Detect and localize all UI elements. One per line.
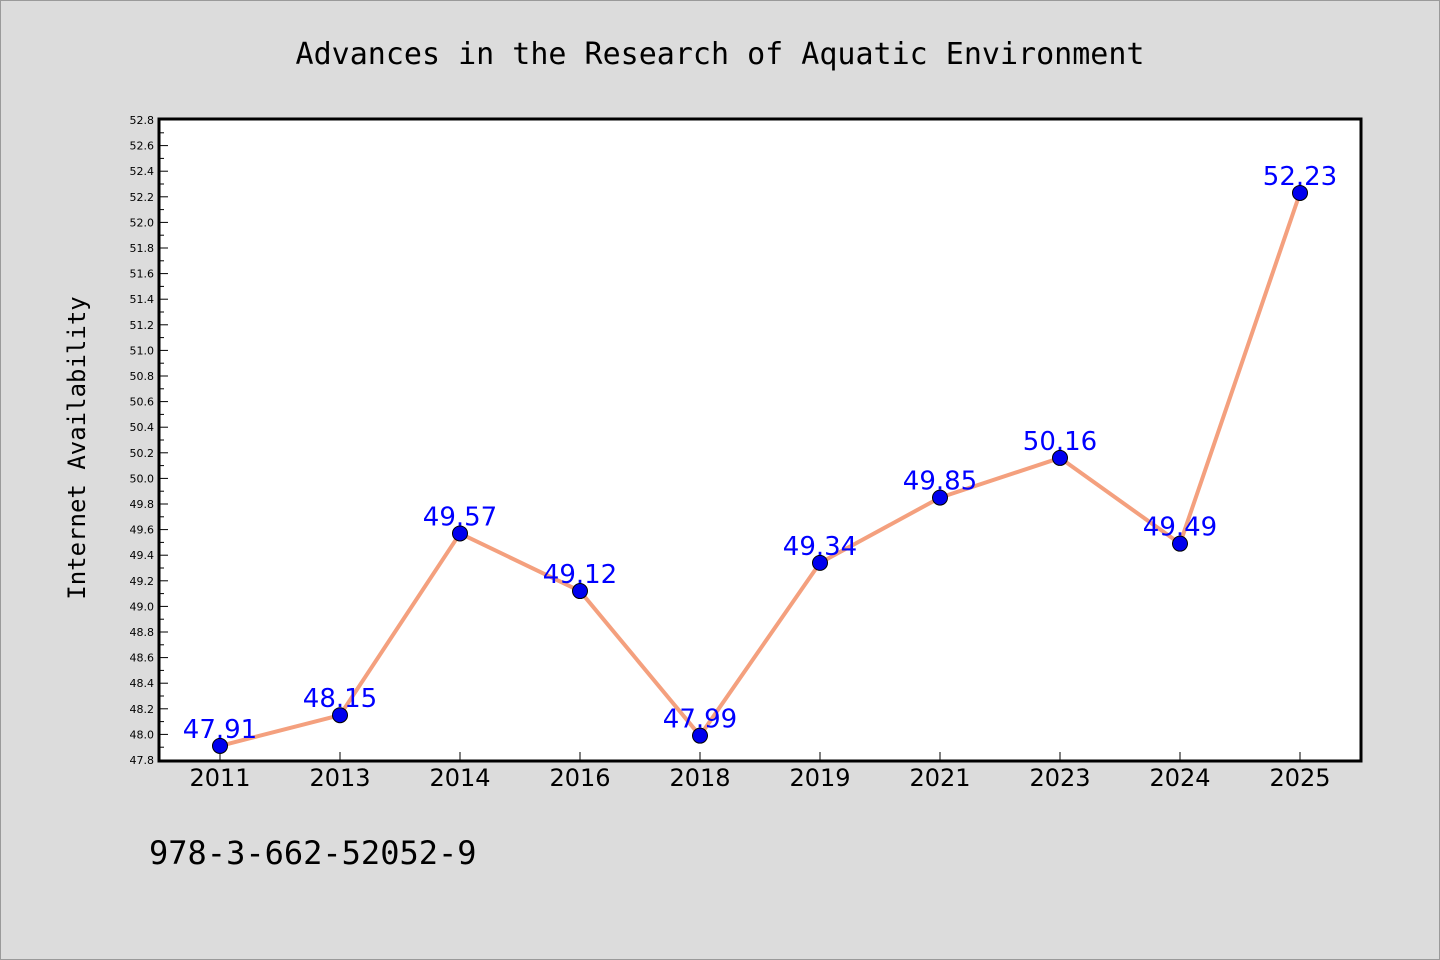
- y-tick-label: 49.0: [130, 600, 155, 613]
- y-tick-label: 48.6: [130, 652, 155, 665]
- y-tick-label: 52.8: [130, 114, 155, 127]
- y-tick-label: 52.4: [130, 165, 155, 178]
- x-tick-label: 2011: [189, 764, 250, 792]
- x-tick-label: 2018: [669, 764, 730, 792]
- y-tick-label: 50.4: [130, 421, 155, 434]
- y-tick-label: 51.6: [130, 268, 155, 281]
- data-point: [1172, 535, 1188, 552]
- y-tick-label: 52.2: [130, 191, 155, 204]
- data-label: 49.49: [1143, 513, 1217, 543]
- y-tick-label: 50.0: [130, 472, 155, 485]
- y-tick-label: 48.8: [130, 626, 155, 639]
- data-point: [692, 727, 708, 744]
- data-label: 47.99: [663, 705, 737, 735]
- y-tick-label: 49.6: [130, 524, 155, 537]
- data-point: [212, 737, 228, 754]
- data-label: 49.12: [543, 560, 617, 590]
- y-tick-label: 49.8: [130, 498, 155, 511]
- data-point: [1292, 184, 1308, 201]
- y-axis-label: Internet Availability: [63, 296, 91, 599]
- data-point: [452, 525, 468, 542]
- data-labels: 47.91 48.15 49.57 49.12 47.99 49.34 49.85 50.16…: [183, 162, 1337, 745]
- data-label: 49.85: [903, 467, 977, 497]
- x-tick-label: 2013: [309, 764, 370, 792]
- data-label: 47.91: [183, 715, 257, 745]
- y-tick-label: 48.2: [130, 703, 155, 716]
- y-tick-label: 48.4: [130, 677, 155, 690]
- data-point: [812, 554, 828, 571]
- data-point: [332, 707, 348, 724]
- y-tick-label: 51.0: [130, 344, 155, 357]
- data-point: [932, 489, 948, 506]
- data-point: [572, 583, 588, 600]
- data-label: 49.57: [423, 502, 497, 532]
- x-tick-label: 2014: [429, 764, 490, 792]
- x-tick-label: 2023: [1029, 764, 1090, 792]
- series-layer: [212, 184, 1308, 754]
- y-tick-label: 48.0: [130, 728, 155, 741]
- y-tick-label: 51.2: [130, 319, 155, 332]
- y-tick-label: 52.6: [130, 140, 155, 153]
- data-point: [1052, 449, 1068, 466]
- x-tick-label: 2025: [1269, 764, 1330, 792]
- y-tick-label: 49.4: [130, 549, 155, 562]
- isbn-text: 978-3-662-52052-9: [149, 834, 477, 872]
- y-tick-label: 51.4: [130, 293, 155, 306]
- y-tick-label: 50.6: [130, 396, 155, 409]
- data-label: 49.34: [783, 532, 857, 562]
- x-tick-label: 2019: [789, 764, 850, 792]
- y-tick-label: 51.8: [130, 242, 155, 255]
- plot-area: [157, 117, 1363, 763]
- y-tick-label: 50.2: [130, 447, 155, 460]
- series-line: [218, 190, 1302, 748]
- x-axis-ticks: 2011 2013 2014 2016 2018 2019 2021 2023 2024 2025: [189, 752, 1331, 792]
- x-tick-label: 2021: [909, 764, 970, 792]
- chart-title: Advances in the Research of Aquatic Envi…: [296, 37, 1145, 72]
- y-tick-label: 52.0: [130, 216, 155, 229]
- data-label: 48.15: [303, 684, 377, 714]
- y-axis-ticks: 47.8 48.0 48.2 48.4 48.6 48.8 49.0 49.2 49.4 49.6…: [130, 114, 168, 767]
- y-tick-label: 49.2: [130, 575, 155, 588]
- x-tick-label: 2016: [549, 764, 610, 792]
- y-tick-label: 47.8: [130, 754, 155, 767]
- x-tick-label: 2024: [1149, 764, 1210, 792]
- y-tick-label: 50.8: [130, 370, 155, 383]
- data-label: 52.23: [1263, 162, 1337, 192]
- data-label: 50.16: [1023, 427, 1097, 457]
